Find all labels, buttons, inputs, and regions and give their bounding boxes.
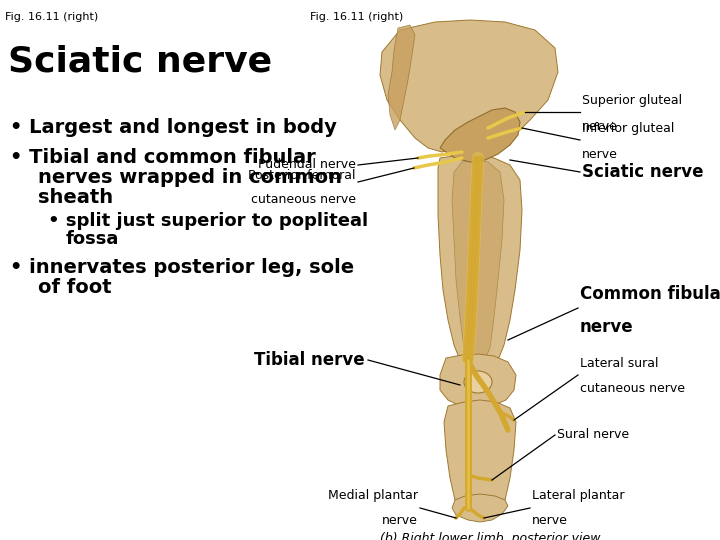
Text: Common fibular: Common fibular — [580, 285, 720, 303]
Text: • Tibial and common fibular: • Tibial and common fibular — [10, 148, 316, 167]
Ellipse shape — [464, 371, 492, 393]
Polygon shape — [438, 155, 522, 370]
Text: Sural nerve: Sural nerve — [557, 429, 629, 442]
Text: • innervates posterior leg, sole: • innervates posterior leg, sole — [10, 258, 354, 277]
Text: nerve: nerve — [582, 148, 618, 161]
Text: Sciatic nerve: Sciatic nerve — [8, 45, 272, 79]
Text: nerve: nerve — [582, 120, 618, 133]
Polygon shape — [452, 160, 504, 364]
Text: Posterior femoral: Posterior femoral — [248, 169, 356, 182]
Text: • Largest and longest in body: • Largest and longest in body — [10, 118, 337, 137]
Text: • split just superior to popliteal: • split just superior to popliteal — [48, 212, 368, 230]
Text: (b) Right lower limb, posterior view: (b) Right lower limb, posterior view — [379, 532, 600, 540]
Text: nerve: nerve — [382, 514, 418, 527]
Text: Pudendal nerve: Pudendal nerve — [258, 159, 356, 172]
Text: nerves wrapped in common: nerves wrapped in common — [38, 168, 342, 187]
Text: Inferior gluteal: Inferior gluteal — [582, 122, 675, 135]
Text: Tibial nerve: Tibial nerve — [254, 351, 365, 369]
Text: Sciatic nerve: Sciatic nerve — [582, 163, 703, 181]
Polygon shape — [388, 25, 415, 130]
Polygon shape — [380, 20, 558, 152]
Polygon shape — [444, 400, 516, 520]
Text: Medial plantar: Medial plantar — [328, 489, 418, 502]
Text: Lateral plantar: Lateral plantar — [532, 489, 624, 502]
Text: nerve: nerve — [532, 514, 568, 527]
Text: cutaneous nerve: cutaneous nerve — [580, 382, 685, 395]
Text: sheath: sheath — [38, 188, 113, 207]
Text: of foot: of foot — [38, 278, 112, 297]
Text: fossa: fossa — [66, 230, 120, 248]
Polygon shape — [440, 108, 520, 162]
Text: Fig. 16.11 (right): Fig. 16.11 (right) — [310, 12, 403, 22]
Polygon shape — [452, 494, 508, 522]
Text: nerve: nerve — [580, 318, 634, 336]
Text: Superior gluteal: Superior gluteal — [582, 94, 682, 107]
Text: cutaneous nerve: cutaneous nerve — [251, 193, 356, 206]
Text: Fig. 16.11 (right): Fig. 16.11 (right) — [5, 12, 98, 22]
Text: Lateral sural: Lateral sural — [580, 357, 659, 370]
Polygon shape — [440, 354, 516, 408]
